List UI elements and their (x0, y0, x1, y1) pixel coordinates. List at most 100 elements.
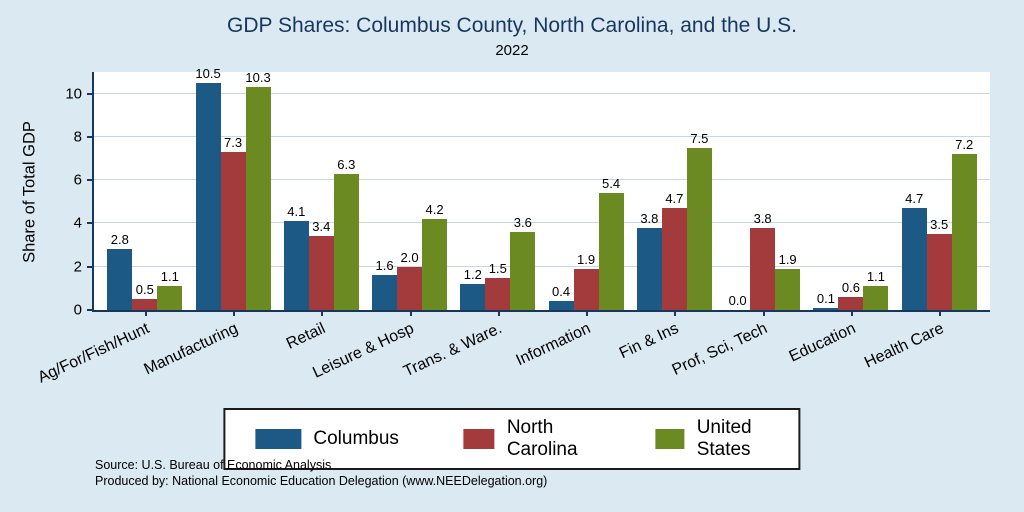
legend-swatch-columbus (255, 429, 302, 449)
legend-item-north-carolina: North Carolina (462, 417, 592, 461)
x-tick-mark (233, 310, 236, 316)
bar: 7.5 (686, 131, 712, 310)
bar-value-label: 2.8 (110, 232, 129, 248)
bar: 4.7 (661, 191, 687, 310)
x-tick-label: Ag/For/Fish/Hunt (35, 320, 152, 387)
bar: 3.6 (510, 215, 536, 310)
y-tick-mark (87, 222, 94, 225)
bar-value-label: 10.3 (245, 70, 271, 86)
y-tick-mark (87, 179, 94, 182)
x-tick-label: Leisure & Hosp (310, 320, 417, 382)
bar-group: 4.7 3.5 7.2 Health Care (862, 72, 977, 371)
y-tick-label: 2 (73, 258, 82, 276)
bar: 1.2 (460, 267, 486, 310)
bar-value-label: 10.5 (195, 65, 221, 81)
bar-group: 3.8 4.7 7.5 Fin & Ins (617, 72, 712, 362)
x-tick-mark (497, 310, 500, 316)
bar-value-label: 7.3 (223, 135, 243, 151)
x-tick-label: Prof, Sci, Tech (669, 320, 770, 379)
y-tick-label: 8 (73, 128, 82, 146)
bar-value-label: 0.0 (728, 293, 747, 308)
x-tick-label: Education (786, 320, 859, 366)
legend-item-columbus: Columbus (255, 428, 399, 450)
bar: 0.6 (838, 280, 864, 310)
gridline (94, 179, 990, 181)
x-tick-mark (762, 310, 765, 316)
bar: 6.3 (333, 157, 359, 310)
bar: 4.1 (283, 204, 309, 310)
bar-group: 0.1 0.6 1.1 Education (786, 72, 889, 365)
bar-value-label: 0.4 (552, 284, 571, 300)
y-tick-label: 6 (73, 171, 82, 189)
bar: 5.4 (598, 176, 624, 310)
x-tick-mark (144, 310, 147, 316)
bar-value-label: 4.2 (425, 202, 444, 218)
x-tick-label: Information (513, 320, 594, 370)
legend-label-united-states: United States (696, 417, 752, 460)
bar: 4.7 (901, 191, 927, 310)
bar-group: 4.1 3.4 6.3 Retail (283, 72, 359, 353)
bar: 1.6 (372, 258, 398, 310)
bar-value-label: 7.2 (955, 137, 974, 153)
bar-group: 2.8 0.5 1.1 Ag/For/Fish/Hunt (35, 72, 183, 387)
chart-title: GDP Shares: Columbus County, North Carol… (227, 14, 797, 37)
y-tick-mark (87, 92, 94, 95)
gridline (94, 135, 990, 137)
bar: 0.4 (548, 284, 574, 310)
bar-value-label: 3.6 (513, 215, 532, 231)
x-tick-mark (586, 310, 589, 316)
gridline (94, 222, 990, 224)
gridline (94, 92, 990, 94)
x-tick-label: Retail (284, 320, 329, 353)
source-note: Source: U.S. Bureau of Economic Analysis (95, 458, 332, 472)
bar: 2.0 (397, 250, 423, 310)
bar: 4.2 (422, 202, 448, 310)
bar: 1.1 (157, 269, 183, 310)
x-tick-label: Trans. & Ware. (401, 320, 506, 381)
bar: 1.9 (573, 252, 599, 310)
y-tick-label: 0 (73, 301, 82, 319)
bar-value-label: 4.7 (905, 191, 924, 207)
legend-label-columbus: Columbus (313, 428, 399, 449)
y-tick-label: 10 (65, 85, 82, 103)
bar-value-label: 1.6 (375, 258, 394, 274)
x-tick-mark (321, 310, 324, 316)
x-tick-label: Manufacturing (141, 320, 241, 379)
legend-item-united-states: United States (655, 417, 769, 461)
bar-value-label: 1.1 (866, 269, 885, 285)
bar-value-label: 1.5 (488, 260, 507, 276)
bar-value-label: 4.1 (287, 204, 306, 220)
bar-value-label: 5.4 (602, 176, 621, 192)
bar: 3.5 (926, 217, 952, 310)
bar: 3.8 (750, 211, 776, 310)
y-tick-mark (87, 309, 94, 311)
bar: 0.5 (132, 282, 158, 310)
bar: 7.2 (951, 137, 977, 310)
bar-value-label: 6.3 (337, 156, 356, 172)
bar-value-label: 2.0 (400, 249, 419, 265)
bar: 1.5 (485, 261, 511, 310)
bar: 10.3 (245, 70, 271, 310)
footnotes: Source: U.S. Bureau of Economic Analysis… (95, 457, 547, 490)
legend-label-north-carolina: North Carolina (506, 417, 578, 460)
bar-group: 1.2 1.5 3.6 Trans. & Ware. (401, 72, 536, 380)
bar-value-label: 1.9 (778, 251, 797, 267)
chart-area: 0 2 4 6 8 10 2.8 0.5 1.1 Ag/For/Fish/Hunt 10.5 7.3 1… (35, 66, 990, 387)
bar-value-label: 0.6 (841, 280, 860, 296)
bar-group: 0.4 1.9 5.4 Information (514, 72, 624, 369)
bar: 2.8 (107, 232, 133, 310)
bar: 7.3 (220, 135, 246, 310)
bar-value-label: 3.4 (312, 219, 331, 235)
x-tick-mark (850, 310, 853, 316)
bar: 3.8 (636, 211, 662, 310)
producer-note: Produced by: National Economic Education… (95, 474, 548, 489)
bar-value-label: 3.5 (930, 217, 949, 233)
bar-value-label: 4.7 (665, 191, 684, 207)
bar-group: 0.0 3.8 1.9 Prof, Sci, Tech (669, 72, 801, 379)
bar-group: 10.5 7.3 10.3 Manufacturing (141, 66, 271, 378)
y-axis-label: Share of Total GDP (20, 121, 39, 263)
bar-value-label: 1.1 (160, 269, 179, 285)
bar-value-label: 0.5 (135, 282, 154, 298)
bar-value-label: 1.2 (463, 267, 482, 283)
